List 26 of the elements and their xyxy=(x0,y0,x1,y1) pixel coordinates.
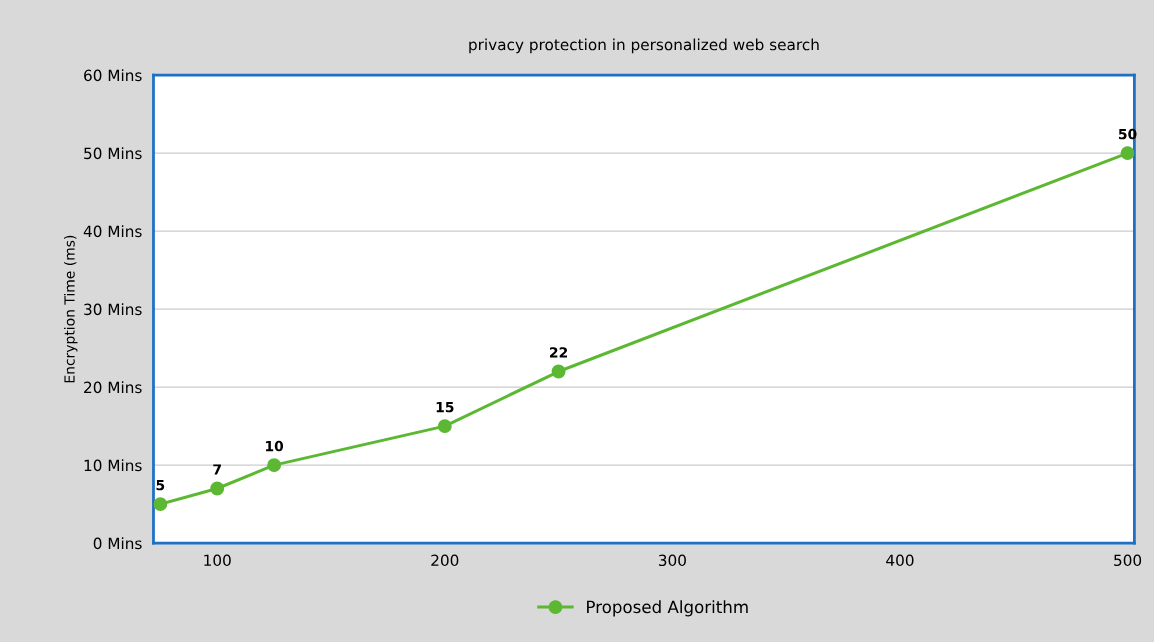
y-tick-label: 40 Mins xyxy=(83,225,142,238)
y-tick-label: 50 Mins xyxy=(84,147,142,160)
y-tick-label: 0 Mins xyxy=(93,537,142,550)
y-tick-label: 10 Mins xyxy=(84,459,142,472)
x-tick-label: 100 xyxy=(204,554,231,567)
y-tick-label: 60 Mins xyxy=(84,69,142,82)
legend-label: Proposed Algorithm xyxy=(587,600,748,617)
point xyxy=(437,419,452,434)
x-tick-label: 300 xyxy=(658,554,686,567)
y-axis-title: Encryption Time (ms) xyxy=(64,235,78,383)
data-label: 15 xyxy=(436,402,454,413)
chart-title: privacy protection in personalized web search xyxy=(469,38,819,54)
x-tick-label: 400 xyxy=(886,554,914,567)
data-label: 22 xyxy=(550,347,568,358)
point xyxy=(267,458,282,473)
point xyxy=(551,364,566,379)
x-tick-label: 500 xyxy=(1114,554,1142,567)
point xyxy=(1120,146,1135,161)
data-label: 10 xyxy=(266,440,284,452)
data-label: 5 xyxy=(156,480,165,491)
data-label: 7 xyxy=(213,464,221,475)
x-tick-label: 200 xyxy=(431,554,459,567)
y-tick-label: 20 Mins xyxy=(84,381,142,394)
y-tick-label: 30 Mins xyxy=(84,303,142,316)
point xyxy=(210,481,225,496)
point xyxy=(153,497,168,512)
